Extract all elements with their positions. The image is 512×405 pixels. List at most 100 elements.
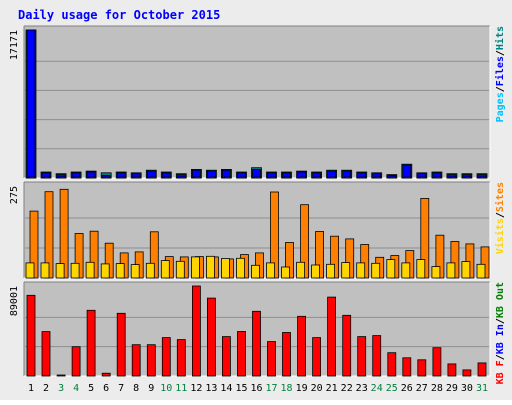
legend-kb-out: KB Out [495,282,506,318]
bar-visits [25,262,35,279]
legend-kb-f: KB F [495,360,506,384]
x-tick-label: 10 [160,383,172,394]
x-tick-label: 27 [416,383,428,394]
bar-visits [281,266,290,279]
bar-pages [28,176,36,179]
bar-visits [401,262,411,279]
bar-kb-f [282,332,291,377]
bar-pages [464,176,472,179]
bar-pages [239,176,246,179]
bar-kb-f [312,337,322,377]
bar-visits [236,257,245,279]
legend-separator: / [495,50,506,56]
bar-pages [208,176,216,179]
bar-pages [178,176,186,179]
bar-pages [88,176,96,179]
x-tick-label: 22 [341,383,353,394]
legend-files: Files [494,56,506,86]
bar-visits [220,258,230,279]
x-tick-label: 17 [265,383,277,394]
bar-visits [115,263,125,279]
bar-kb-f [71,346,81,377]
x-tick-label: 2 [43,383,49,394]
bar-visits [145,262,155,279]
bar-pages [359,176,367,179]
bar-kb-f [252,310,261,377]
bar-kb-f [342,314,352,377]
bar-kb-f [176,339,186,377]
bar-pages [314,176,322,179]
x-tick-label: 9 [148,383,154,394]
panel-legend: Visits/Sites [494,182,506,254]
y-tick-label: 89001 [9,286,20,316]
bar-visits [296,261,306,279]
bar-visits [386,259,396,279]
bar-visits [431,266,441,279]
bar-kb-f [447,363,457,377]
bar-kb-f [86,309,96,377]
bar-visits [175,260,185,279]
bar-pages [118,176,126,179]
x-tick-label: 6 [103,383,109,394]
bar-visits [476,263,486,279]
bar-visits [130,264,140,279]
x-tick-label: 14 [220,383,232,394]
bar-kb-f [41,331,51,377]
x-tick-label: 13 [205,383,217,394]
x-tick-label: 18 [280,383,292,394]
bar-visits [266,262,275,279]
x-tick-label: 26 [401,383,413,394]
bar-pages [374,176,382,179]
bar-visits [160,260,170,279]
bar-pages [269,176,276,179]
bar-visits [341,262,351,279]
legend-separator: / [495,86,506,92]
bar-files [26,29,36,179]
bar-kb-f [477,362,487,377]
bar-visits [205,255,215,279]
bar-visits [446,262,456,279]
bar-pages [434,176,442,179]
panel-legend: KB F/KB In/KB Out [495,282,506,384]
x-tick-label: 25 [386,383,398,394]
bar-kb-f [56,374,66,377]
bar-pages [163,176,171,179]
bar-kb-f [267,341,276,377]
x-tick-label: 19 [296,383,308,394]
bar-visits [85,261,95,279]
bar-kb-f [417,359,427,377]
x-tick-label: 4 [73,383,79,394]
bar-pages [133,176,141,179]
legend-separator: / [495,212,506,218]
legend-sites: Sites [494,182,506,212]
bar-pages [223,176,231,179]
legend-separator: / [495,354,506,360]
x-tick-label: 20 [311,383,323,394]
bar-kb-f [402,357,412,377]
x-tick-label: 3 [58,383,64,394]
bar-pages [193,176,201,179]
panel-2: 275 Visits/Sites [9,181,506,279]
bar-pages [479,176,487,179]
x-tick-label: 28 [431,383,443,394]
x-tick-label: 7 [118,383,124,394]
bar-visits [371,262,381,279]
x-tick-label: 23 [356,383,368,394]
bar-pages [148,176,156,179]
bar-pages [43,176,51,179]
legend-visits: Visits [494,218,506,254]
bar-pages [103,176,111,179]
y-tick-label: 17171 [9,30,20,60]
bar-kb-f [462,369,472,377]
bar-visits [55,263,65,279]
x-tick-label: 31 [476,383,488,394]
bar-kb-f [432,347,442,377]
bar-kb-f [372,335,382,377]
bar-kb-f [116,312,126,377]
bar-visits [70,262,80,279]
x-tick-label: 21 [326,383,338,394]
x-tick-label: 5 [88,383,94,394]
x-tick-label: 1 [28,383,34,394]
